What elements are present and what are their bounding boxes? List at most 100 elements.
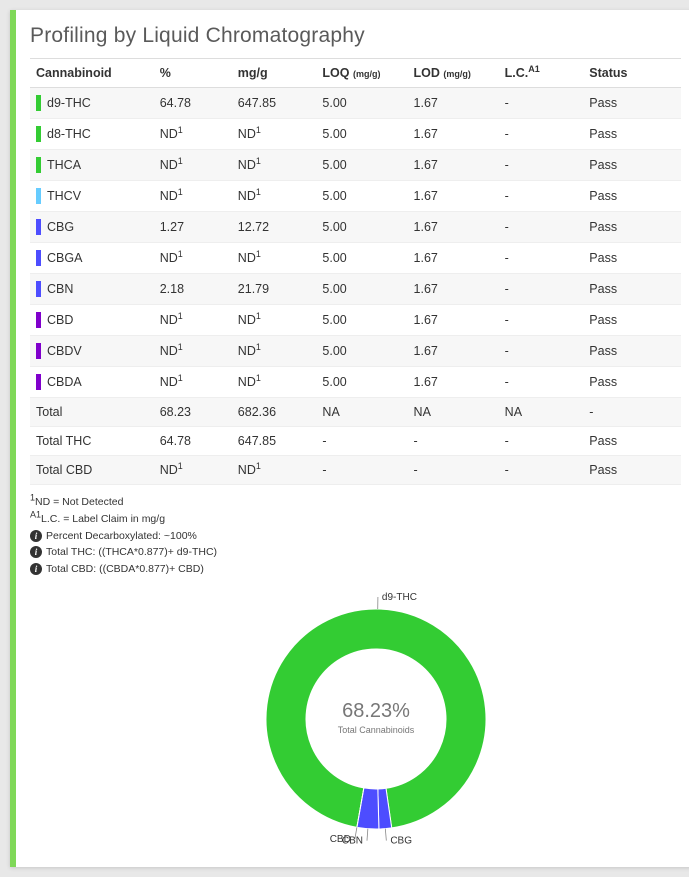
table-row: CBN2.1821.795.001.67-Pass xyxy=(30,274,681,305)
cell-loq: 5.00 xyxy=(316,150,407,181)
cell-loq: 5.00 xyxy=(316,212,407,243)
cell-status: Pass xyxy=(583,336,681,367)
cell-pct: 64.78 xyxy=(154,88,232,119)
cell-pct: ND1 xyxy=(154,367,232,398)
col-loq: LOQ (mg/g) xyxy=(316,59,407,88)
footnote-thc: iTotal THC: ((THCA*0.877)+ d9-THC) xyxy=(30,545,681,561)
cannabinoid-table: Cannabinoid % mg/g LOQ (mg/g) LOD (mg/g)… xyxy=(30,58,681,485)
table-row: CBDAND1ND15.001.67-Pass xyxy=(30,367,681,398)
footnote-decarb: iPercent Decarboxylated: ~100% xyxy=(30,529,681,545)
col-percent: % xyxy=(154,59,232,88)
cell-lc: - xyxy=(499,119,584,150)
info-icon: i xyxy=(30,530,42,542)
panel-title: Profiling by Liquid Chromatography xyxy=(30,24,681,48)
cell-loq: - xyxy=(316,427,407,456)
cell-lod: 1.67 xyxy=(408,181,499,212)
cell-mgg: ND1 xyxy=(232,456,317,485)
cell-lod: 1.67 xyxy=(408,274,499,305)
table-row: CBG1.2712.725.001.67-Pass xyxy=(30,212,681,243)
cell-status: Pass xyxy=(583,212,681,243)
cell-mgg: 647.85 xyxy=(232,88,317,119)
table-row: CBGAND1ND15.001.67-Pass xyxy=(30,243,681,274)
cell-name: d8-THC xyxy=(30,119,154,150)
cell-loq: 5.00 xyxy=(316,305,407,336)
cell-status: Pass xyxy=(583,367,681,398)
cell-lod: - xyxy=(408,427,499,456)
cell-loq: 5.00 xyxy=(316,336,407,367)
cell-loq: 5.00 xyxy=(316,274,407,305)
cell-pct: 1.27 xyxy=(154,212,232,243)
cell-mgg: ND1 xyxy=(232,336,317,367)
cell-name: THCA xyxy=(30,150,154,181)
cell-mgg: 682.36 xyxy=(232,398,317,427)
table-total-row: Total68.23682.36NANANA- xyxy=(30,398,681,427)
table-total-row: Total THC64.78647.85---Pass xyxy=(30,427,681,456)
cell-status: Pass xyxy=(583,243,681,274)
col-mgg: mg/g xyxy=(232,59,317,88)
cell-lod: NA xyxy=(408,398,499,427)
color-swatch xyxy=(36,374,41,390)
cell-lc: - xyxy=(499,336,584,367)
cell-lc: - xyxy=(499,367,584,398)
table-header-row: Cannabinoid % mg/g LOQ (mg/g) LOD (mg/g)… xyxy=(30,59,681,88)
cell-mgg: 647.85 xyxy=(232,427,317,456)
report-panel: Profiling by Liquid Chromatography Canna… xyxy=(10,10,689,867)
cell-name: Total THC xyxy=(30,427,154,456)
cell-loq: NA xyxy=(316,398,407,427)
cell-pct: ND1 xyxy=(154,305,232,336)
cell-loq: 5.00 xyxy=(316,181,407,212)
cell-pct: ND1 xyxy=(154,150,232,181)
table-row: CBDVND1ND15.001.67-Pass xyxy=(30,336,681,367)
cell-lod: 1.67 xyxy=(408,150,499,181)
cell-status: Pass xyxy=(583,119,681,150)
table-total-row: Total CBDND1ND1---Pass xyxy=(30,456,681,485)
cell-loq: 5.00 xyxy=(316,88,407,119)
table-row: d8-THCND1ND15.001.67-Pass xyxy=(30,119,681,150)
cell-mgg: 12.72 xyxy=(232,212,317,243)
cell-lod: - xyxy=(408,456,499,485)
color-swatch xyxy=(36,95,41,111)
cell-status: Pass xyxy=(583,150,681,181)
color-swatch xyxy=(36,343,41,359)
cell-lc: - xyxy=(499,427,584,456)
cell-loq: 5.00 xyxy=(316,243,407,274)
cell-pct: 64.78 xyxy=(154,427,232,456)
color-swatch xyxy=(36,312,41,328)
cell-name: Total xyxy=(30,398,154,427)
cell-mgg: ND1 xyxy=(232,119,317,150)
donut-center-percent: 68.23% xyxy=(342,700,410,722)
cell-status: Pass xyxy=(583,181,681,212)
col-lod: LOD (mg/g) xyxy=(408,59,499,88)
footnotes: 1ND = Not Detected A1L.C. = Label Claim … xyxy=(30,495,681,578)
cell-mgg: ND1 xyxy=(232,150,317,181)
color-swatch xyxy=(36,250,41,266)
cell-lc: - xyxy=(499,243,584,274)
info-icon: i xyxy=(30,546,42,558)
cell-lod: 1.67 xyxy=(408,119,499,150)
cell-status: Pass xyxy=(583,88,681,119)
cell-lc: - xyxy=(499,274,584,305)
cell-mgg: 21.79 xyxy=(232,274,317,305)
cell-name: CBDA xyxy=(30,367,154,398)
cell-name: Total CBD xyxy=(30,456,154,485)
cell-name: CBDV xyxy=(30,336,154,367)
cell-mgg: ND1 xyxy=(232,305,317,336)
col-lc: L.C.A1 xyxy=(499,59,584,88)
cell-lod: 1.67 xyxy=(408,305,499,336)
cell-lc: NA xyxy=(499,398,584,427)
color-swatch xyxy=(36,157,41,173)
cell-pct: 2.18 xyxy=(154,274,232,305)
donut-center-label: Total Cannabinoids xyxy=(337,725,414,735)
cell-name: d9-THC xyxy=(30,88,154,119)
cell-pct: ND1 xyxy=(154,181,232,212)
cell-pct: ND1 xyxy=(154,243,232,274)
cell-lc: - xyxy=(499,456,584,485)
cell-mgg: ND1 xyxy=(232,181,317,212)
cell-lc: - xyxy=(499,212,584,243)
cell-name: THCV xyxy=(30,181,154,212)
info-icon: i xyxy=(30,563,42,575)
donut-chart-wrap: d9-THCCBGCBNCBD68.23%Total Cannabinoids xyxy=(30,569,681,849)
cell-mgg: ND1 xyxy=(232,243,317,274)
cell-pct: ND1 xyxy=(154,336,232,367)
donut-chart: d9-THCCBGCBNCBD68.23%Total Cannabinoids xyxy=(176,569,536,849)
